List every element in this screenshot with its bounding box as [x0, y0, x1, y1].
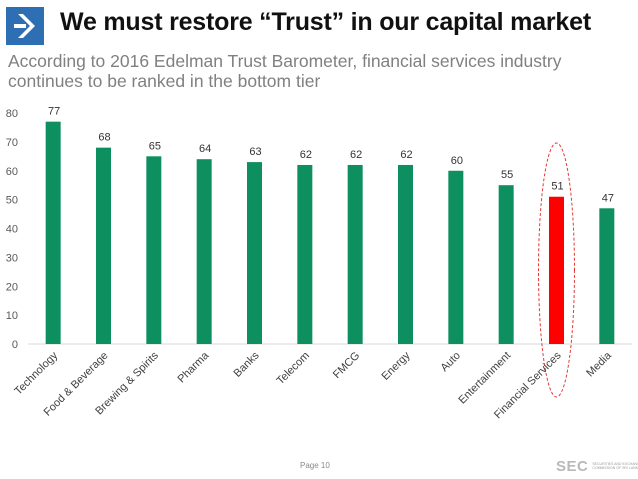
data-label: 77 — [48, 106, 60, 118]
logo — [6, 7, 44, 45]
bar — [599, 208, 615, 344]
category-label: Entertainment — [456, 350, 513, 407]
bar — [549, 196, 564, 344]
chevron-right-icon — [14, 14, 35, 38]
bar — [146, 156, 162, 344]
bar — [448, 170, 464, 344]
bar — [347, 164, 363, 344]
highlight-ellipse — [538, 142, 575, 398]
category-label: FMCG — [331, 350, 362, 381]
category-label: Media — [584, 349, 614, 379]
data-label: 60 — [451, 155, 463, 167]
sec-logo-subtext: SECURITIES AND EXCHANGE COMMISSION OF SR… — [592, 461, 638, 471]
y-tick-label: 10 — [6, 310, 18, 322]
category-label: Energy — [379, 349, 412, 382]
data-label: 62 — [400, 149, 412, 161]
data-label: 63 — [249, 146, 261, 158]
category-label: Telecom — [275, 350, 312, 387]
category-label: Banks — [232, 349, 262, 379]
y-tick-label: 0 — [12, 339, 18, 351]
y-tick-label: 60 — [6, 166, 18, 178]
bar — [196, 159, 212, 344]
y-tick-label: 70 — [6, 137, 18, 149]
data-label: 62 — [350, 149, 362, 161]
bar — [45, 121, 61, 344]
sec-logo-text: SEC — [556, 457, 589, 475]
data-label: 47 — [602, 192, 614, 204]
bar — [96, 147, 111, 344]
data-label: 51 — [551, 181, 563, 193]
y-tick-label: 20 — [6, 281, 18, 293]
bar — [297, 164, 313, 344]
category-label: Pharma — [176, 349, 212, 385]
category-label: Technology — [12, 349, 60, 397]
y-tick-label: 40 — [6, 224, 18, 236]
page-title: We must restore “Trust” in our capital m… — [60, 8, 591, 36]
data-label: 68 — [98, 132, 110, 144]
y-tick-label: 50 — [6, 195, 18, 207]
data-label: 65 — [149, 140, 161, 152]
sec-logo: SEC SECURITIES AND EXCHANGE COMMISSION O… — [556, 457, 638, 475]
bar — [498, 185, 514, 344]
category-label: Auto — [438, 350, 462, 374]
y-tick-label: 30 — [6, 252, 18, 264]
page-number: Page 10 — [300, 461, 330, 470]
bar — [247, 162, 262, 344]
page-subtitle: According to 2016 Edelman Trust Baromete… — [8, 51, 562, 91]
data-label: 55 — [501, 169, 513, 181]
data-label: 64 — [199, 143, 211, 155]
data-label: 62 — [300, 149, 312, 161]
bar — [398, 164, 413, 344]
y-tick-label: 80 — [6, 108, 18, 120]
